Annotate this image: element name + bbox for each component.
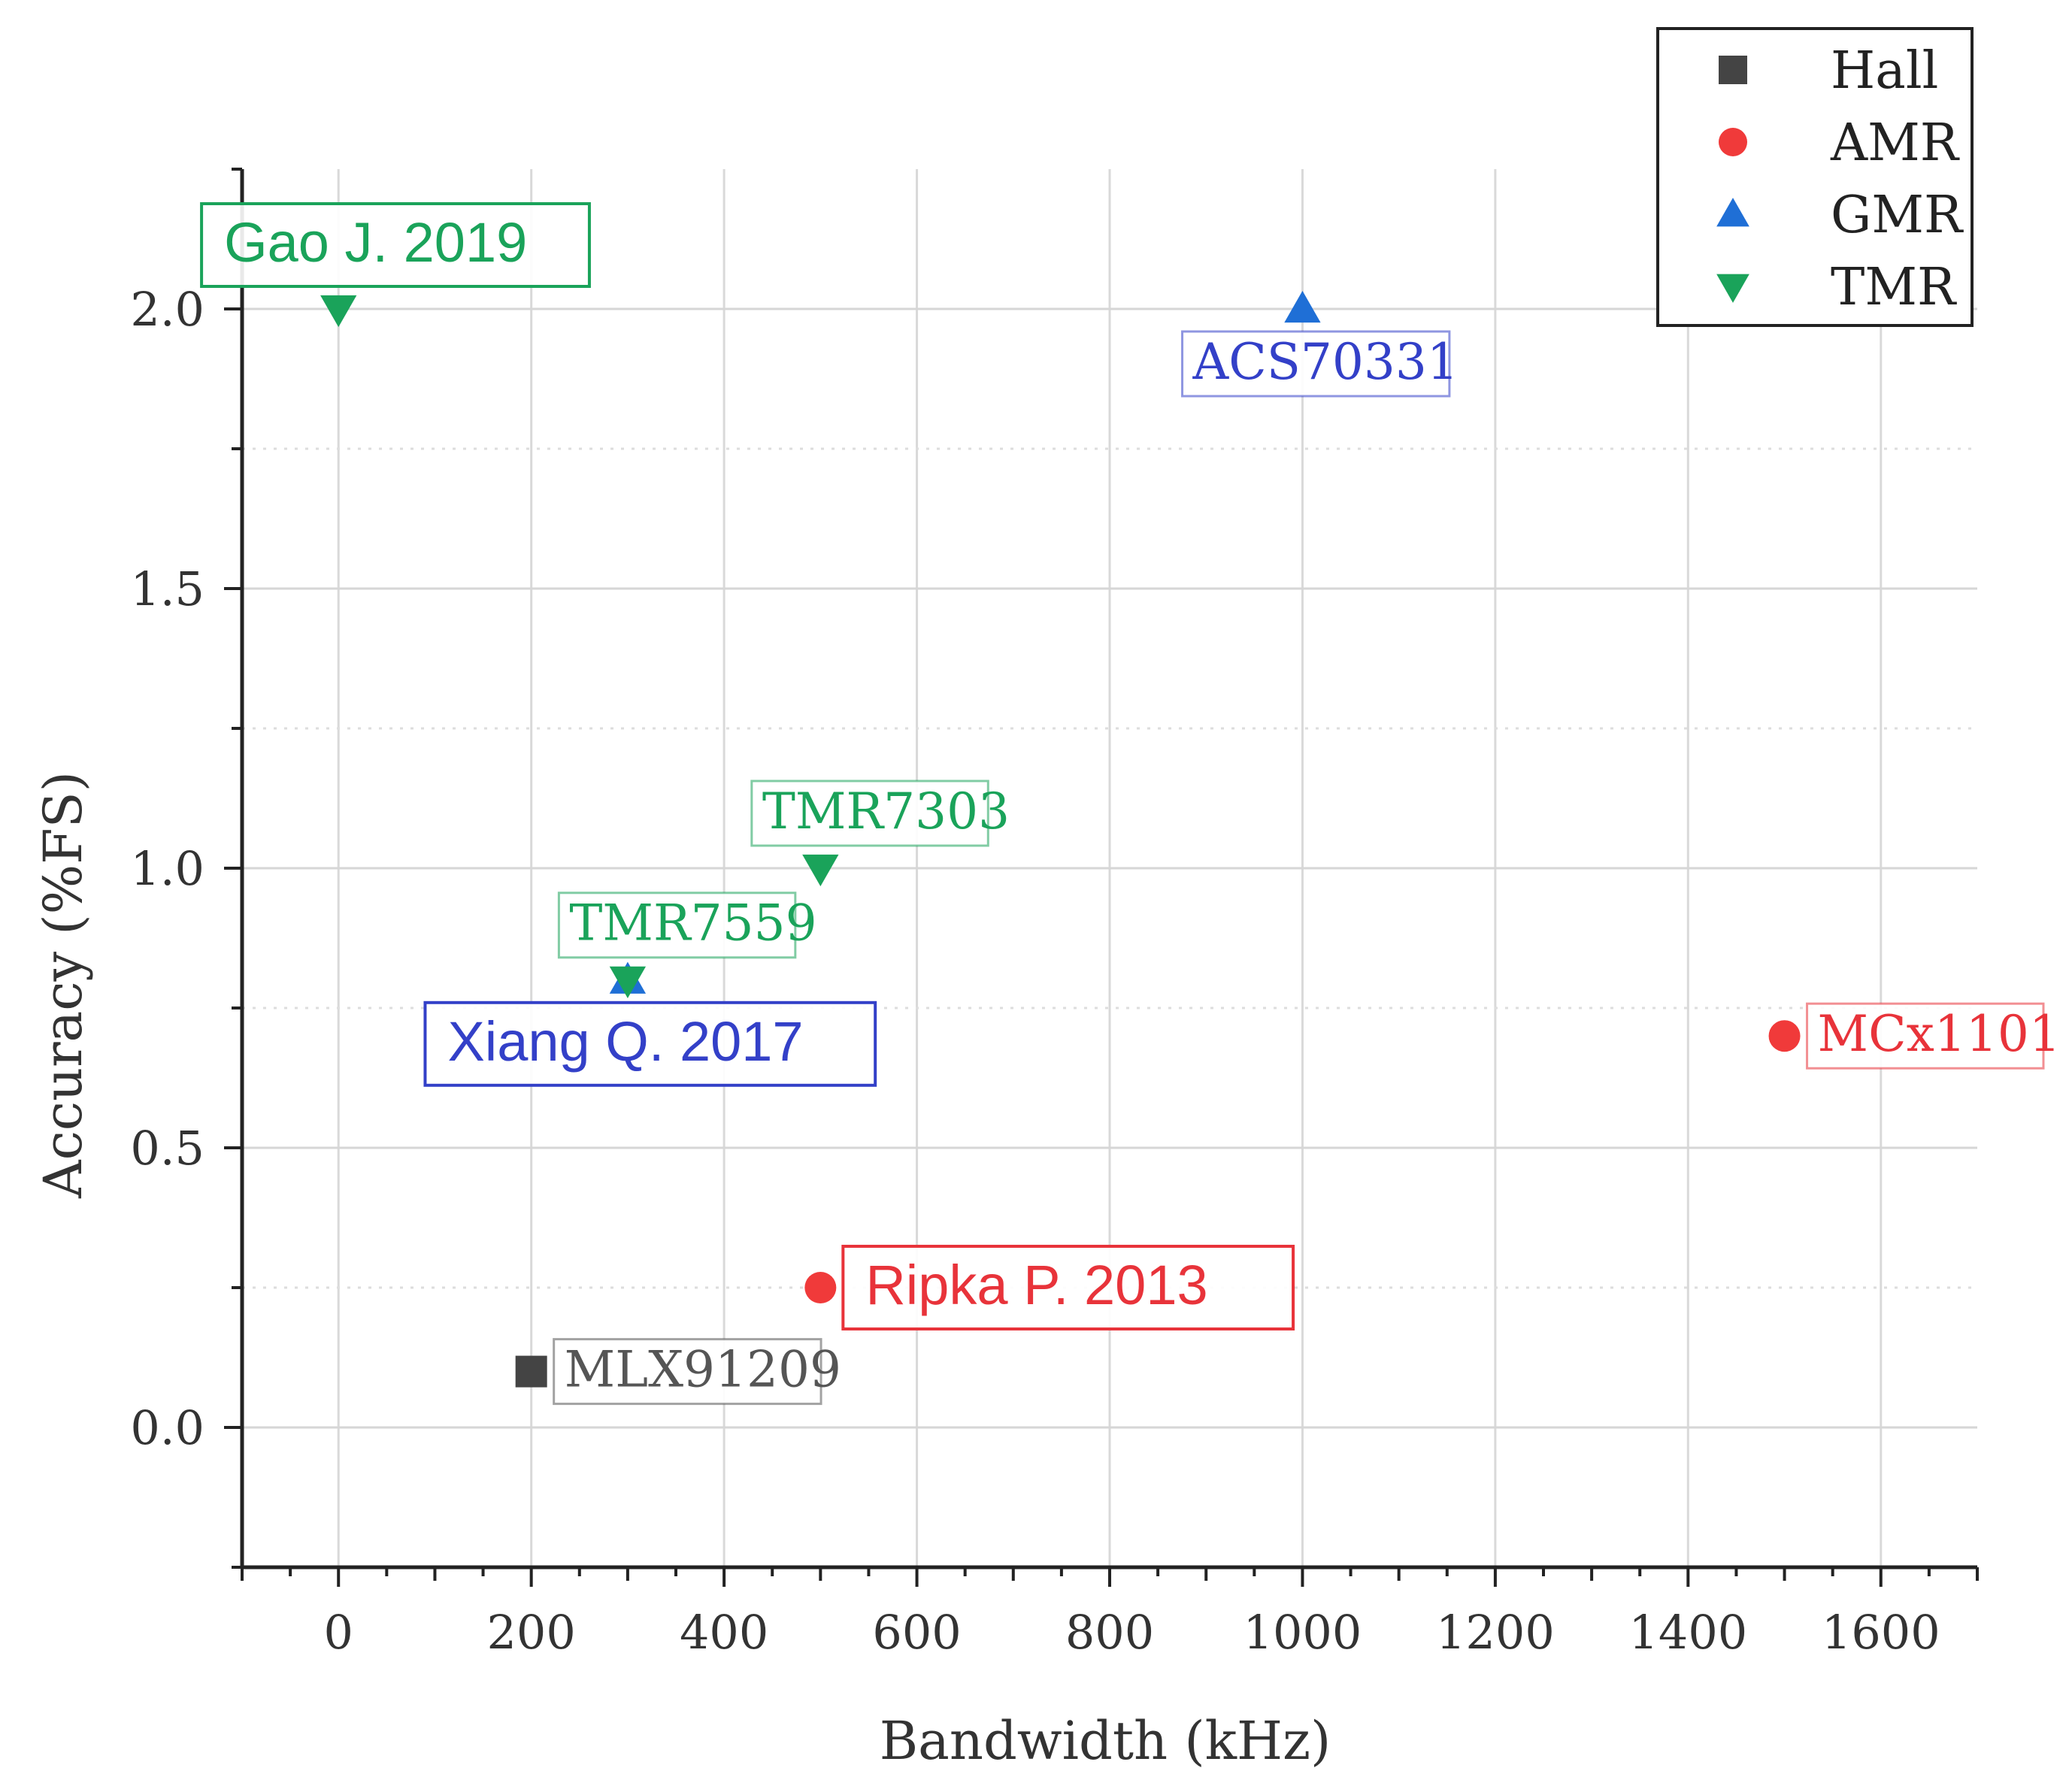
x-axis-title: Bandwidth (kHz)	[880, 1710, 1331, 1772]
point-label: MLX91209	[565, 1340, 841, 1398]
legend: Hall AMR GMR TMR	[1656, 27, 1974, 327]
point-label-box	[841, 1245, 1295, 1330]
data-point-amr	[1768, 1020, 1801, 1052]
y-tick-label: 1.0	[130, 841, 204, 896]
x-tick-label: 0	[323, 1605, 353, 1660]
point-label-box	[1806, 1002, 2045, 1070]
x-tick-label: 800	[1065, 1605, 1154, 1660]
data-point-tmr	[802, 854, 839, 887]
point-label: Xiang Q. 2017	[447, 1010, 803, 1073]
x-tick-label: 1600	[1822, 1605, 1940, 1660]
point-label-box	[423, 1000, 877, 1087]
point-label-box	[750, 779, 989, 847]
point-label-box	[557, 891, 797, 959]
point-label: Ripka P. 2013	[865, 1254, 1207, 1316]
data-point-tmr	[609, 966, 647, 998]
x-tick-label: 1200	[1436, 1605, 1555, 1660]
legend-marker-gmr	[1716, 198, 1749, 227]
legend-marker-tmr	[1716, 274, 1749, 303]
legend-marker-amr	[1719, 128, 1747, 156]
point-label: Gao J. 2019	[224, 211, 527, 274]
legend-box	[1656, 27, 1974, 327]
data-point-amr	[804, 1272, 837, 1303]
point-label: ACS70331	[1192, 333, 1459, 391]
x-tick-label: 400	[680, 1605, 768, 1660]
point-label-box	[200, 202, 591, 288]
y-tick-label: 0.5	[130, 1121, 204, 1176]
y-tick-label: 0.0	[130, 1400, 204, 1455]
grid	[242, 169, 1977, 1567]
legend-label: GMR	[1831, 186, 1964, 245]
y-tick-label: 2.0	[130, 282, 204, 337]
point-label: MCx1101	[1818, 1005, 2061, 1063]
data-point-hall	[515, 1355, 547, 1388]
y-axis-title: Accuracy (%FS)	[32, 771, 94, 1199]
point-labels: MLX91209 Ripka P. 2013 MCx1101 ACS70331 Xian…	[200, 202, 2061, 1406]
legend-label: TMR	[1831, 258, 1957, 317]
data-points	[320, 290, 1801, 1388]
data-point-tmr	[320, 295, 357, 328]
legend-label: AMR	[1830, 114, 1960, 173]
x-tick-label: 200	[486, 1605, 575, 1660]
data-point-gmr	[1284, 290, 1321, 323]
x-tick-label: 600	[872, 1605, 961, 1660]
legend-label: Hall	[1831, 41, 1938, 101]
x-tick-label: 1400	[1628, 1605, 1747, 1660]
legend-marker-hall	[1719, 56, 1747, 84]
point-label-box	[553, 1338, 822, 1406]
point-label-box	[1181, 330, 1451, 398]
y-tick-label: 1.5	[130, 562, 204, 616]
point-label: TMR7559	[569, 894, 816, 952]
x-tick-label: 1000	[1244, 1605, 1362, 1660]
point-label: TMR7303	[762, 782, 1010, 840]
ticks: 0 200 400 600 800 1000 1200 1400 1600 0.0 0.5 1.0 1.…	[130, 168, 1979, 1660]
